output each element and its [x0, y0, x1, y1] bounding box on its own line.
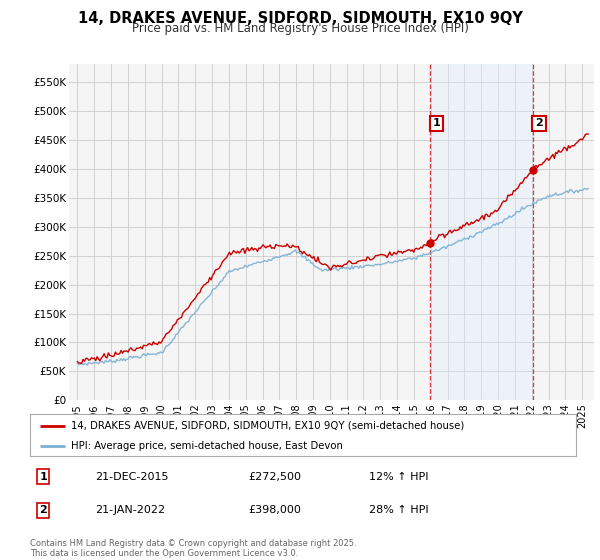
- Text: 2: 2: [39, 505, 47, 515]
- Text: 21-DEC-2015: 21-DEC-2015: [95, 472, 169, 482]
- Text: 1: 1: [433, 119, 440, 128]
- Text: 14, DRAKES AVENUE, SIDFORD, SIDMOUTH, EX10 9QY (semi-detached house): 14, DRAKES AVENUE, SIDFORD, SIDMOUTH, EX…: [71, 421, 464, 431]
- Text: Price paid vs. HM Land Registry's House Price Index (HPI): Price paid vs. HM Land Registry's House …: [131, 22, 469, 35]
- Text: 21-JAN-2022: 21-JAN-2022: [95, 505, 166, 515]
- Text: 1: 1: [39, 472, 47, 482]
- Text: £398,000: £398,000: [248, 505, 301, 515]
- Text: Contains HM Land Registry data © Crown copyright and database right 2025.
This d: Contains HM Land Registry data © Crown c…: [30, 539, 356, 558]
- Text: £272,500: £272,500: [248, 472, 301, 482]
- Bar: [430, 64, 533, 400]
- Text: HPI: Average price, semi-detached house, East Devon: HPI: Average price, semi-detached house,…: [71, 441, 343, 451]
- Text: 14, DRAKES AVENUE, SIDFORD, SIDMOUTH, EX10 9QY: 14, DRAKES AVENUE, SIDFORD, SIDMOUTH, EX…: [77, 11, 523, 26]
- Text: 28% ↑ HPI: 28% ↑ HPI: [368, 505, 428, 515]
- Text: 12% ↑ HPI: 12% ↑ HPI: [368, 472, 428, 482]
- Text: 2: 2: [535, 119, 543, 128]
